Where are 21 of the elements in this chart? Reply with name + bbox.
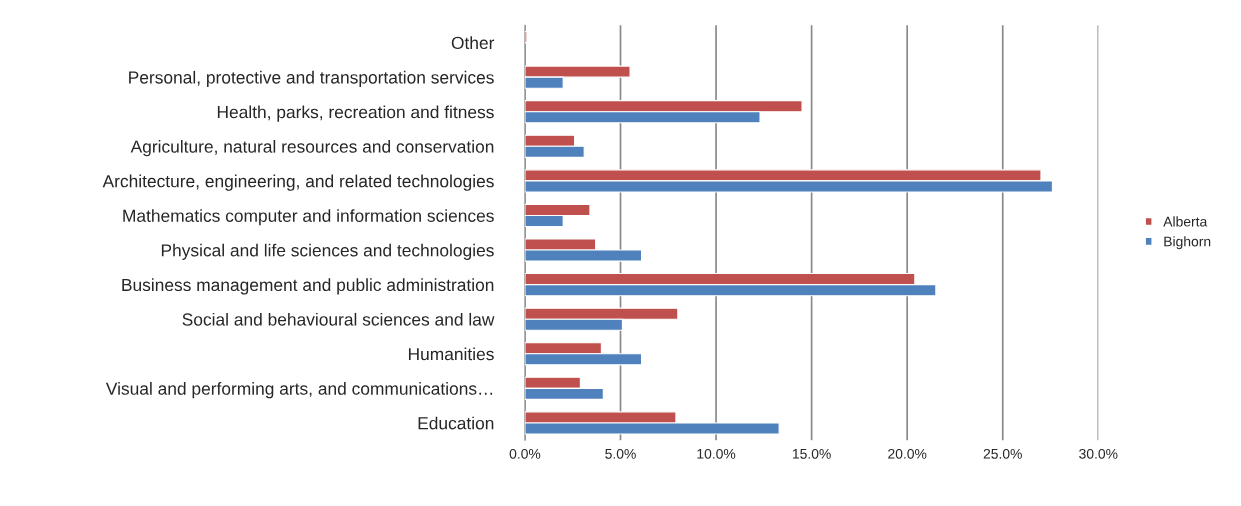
x-tick-label: 10.0% — [697, 448, 736, 459]
x-tick-label: 0.0% — [509, 448, 541, 459]
y-tick-label: Physical and life sciences and technologies — [161, 243, 494, 260]
y-tick-label: Personal, protective and transportation services — [129, 70, 494, 88]
legend-label: Bighorn — [1164, 236, 1211, 250]
x-tick-label: 30.0% — [1079, 448, 1118, 459]
legend-label: Alberta — [1163, 216, 1208, 227]
y-tick-label: Social and behavioural sciences and law — [182, 312, 495, 326]
x-tick-label: 20.0% — [888, 448, 927, 459]
y-tick-label: Architecture, engineering, and related technologies — [102, 174, 494, 191]
y-tick-label: Humanities — [408, 347, 494, 361]
y-tick-label: Visual and performing arts, and communications… — [105, 382, 493, 399]
x-tick-label: 25.0% — [983, 448, 1022, 459]
y-tick-label: Agriculture, natural resources and conservation — [130, 140, 494, 157]
y-tick-label: Business management and public administration — [122, 278, 494, 295]
x-tick-label: 5.0% — [605, 448, 636, 459]
y-tick-label: Other — [451, 36, 495, 50]
y-tick-label: Mathematics computer and information sciences — [123, 209, 494, 226]
x-tick-label: 15.0% — [792, 448, 831, 459]
y-tick-label: Health, parks, recreation and fitness — [217, 105, 494, 122]
y-tick-label: Education — [418, 416, 494, 430]
